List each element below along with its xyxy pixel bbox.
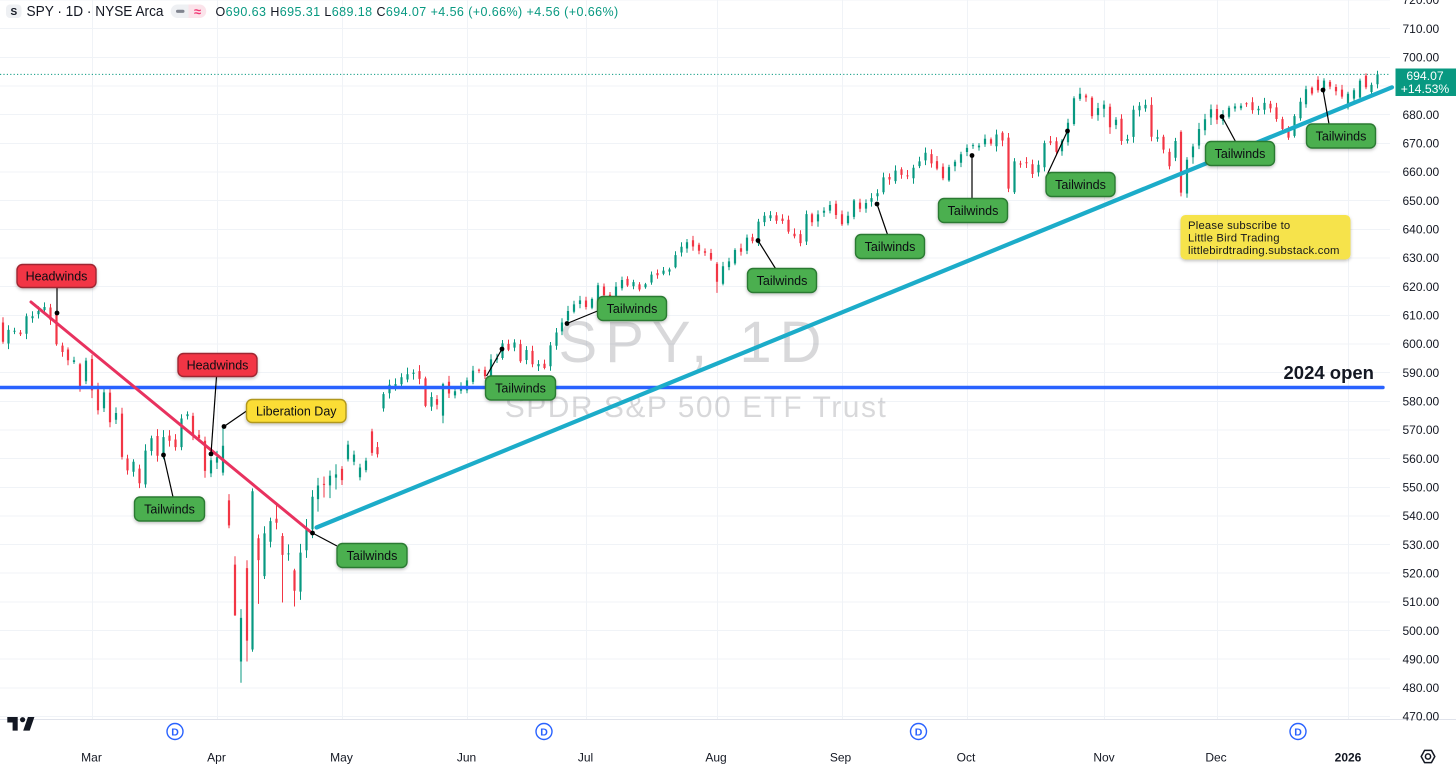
svg-text:Tailwinds: Tailwinds xyxy=(865,240,916,254)
svg-text:littlebirdtrading.substack.com: littlebirdtrading.substack.com xyxy=(1188,245,1340,257)
svg-text:O690.63 H695.31 L689.18 C694.0: O690.63 H695.31 L689.18 C694.07 +4.56 (+… xyxy=(216,5,619,19)
svg-text:Tailwinds: Tailwinds xyxy=(1055,178,1106,192)
svg-text:Liberation Day: Liberation Day xyxy=(256,405,337,419)
svg-text:710.00: 710.00 xyxy=(1403,22,1440,36)
svg-text:D: D xyxy=(915,727,923,739)
svg-text:Tailwinds: Tailwinds xyxy=(948,204,999,218)
svg-text:Aug: Aug xyxy=(705,751,726,765)
svg-text:630.00: 630.00 xyxy=(1403,251,1440,265)
svg-text:Mar: Mar xyxy=(81,751,102,765)
svg-text:May: May xyxy=(330,751,353,765)
svg-text:Tailwinds: Tailwinds xyxy=(1215,147,1266,161)
svg-text:Oct: Oct xyxy=(957,751,976,765)
svg-text:480.00: 480.00 xyxy=(1403,681,1440,695)
svg-text:Jul: Jul xyxy=(578,751,593,765)
svg-text:490.00: 490.00 xyxy=(1403,652,1440,666)
svg-text:S: S xyxy=(10,7,17,18)
svg-text:Little Bird Trading: Little Bird Trading xyxy=(1188,233,1280,245)
svg-text:570.00: 570.00 xyxy=(1403,423,1440,437)
svg-text:+14.53%: +14.53% xyxy=(1401,82,1450,96)
svg-text:2026: 2026 xyxy=(1335,751,1362,765)
svg-text:680.00: 680.00 xyxy=(1403,108,1440,122)
svg-text:Tailwinds: Tailwinds xyxy=(495,382,546,396)
svg-text:500.00: 500.00 xyxy=(1403,624,1440,638)
svg-text:Please subscribe to: Please subscribe to xyxy=(1188,220,1290,232)
svg-text:670.00: 670.00 xyxy=(1403,137,1440,151)
svg-text:600.00: 600.00 xyxy=(1403,337,1440,351)
svg-text:Tailwinds: Tailwinds xyxy=(144,503,195,517)
svg-text:660.00: 660.00 xyxy=(1403,165,1440,179)
svg-text:640.00: 640.00 xyxy=(1403,223,1440,237)
svg-text:Sep: Sep xyxy=(830,751,852,765)
svg-text:Dec: Dec xyxy=(1205,751,1226,765)
svg-text:Apr: Apr xyxy=(207,751,226,765)
svg-text:SPDR S&P 500 ETF Trust: SPDR S&P 500 ETF Trust xyxy=(505,391,888,424)
svg-text:550.00: 550.00 xyxy=(1403,481,1440,495)
svg-text:2024 open: 2024 open xyxy=(1284,362,1375,383)
svg-text:Tailwinds: Tailwinds xyxy=(757,274,808,288)
svg-text:SPY · 1D · NYSE Arca: SPY · 1D · NYSE Arca xyxy=(27,4,165,20)
svg-text:D: D xyxy=(171,727,179,739)
svg-text:700.00: 700.00 xyxy=(1403,51,1440,65)
svg-text:620.00: 620.00 xyxy=(1403,280,1440,294)
svg-text:Nov: Nov xyxy=(1093,751,1114,765)
svg-text:470.00: 470.00 xyxy=(1403,710,1440,724)
svg-text:510.00: 510.00 xyxy=(1403,595,1440,609)
svg-text:D: D xyxy=(1294,727,1302,739)
svg-text:Tailwinds: Tailwinds xyxy=(347,549,398,563)
svg-text:Tailwinds: Tailwinds xyxy=(607,302,658,316)
svg-text:520.00: 520.00 xyxy=(1403,566,1440,580)
svg-text:Jun: Jun xyxy=(457,751,476,765)
svg-text:Headwinds: Headwinds xyxy=(26,270,88,284)
svg-text:530.00: 530.00 xyxy=(1403,538,1440,552)
svg-text:590.00: 590.00 xyxy=(1403,366,1440,380)
svg-text:720.00: 720.00 xyxy=(1403,0,1440,7)
svg-text:650.00: 650.00 xyxy=(1403,194,1440,208)
svg-text:Tailwinds: Tailwinds xyxy=(1316,130,1367,144)
svg-text:560.00: 560.00 xyxy=(1403,452,1440,466)
svg-text:Headwinds: Headwinds xyxy=(187,359,249,373)
svg-text:540.00: 540.00 xyxy=(1403,509,1440,523)
svg-text:D: D xyxy=(540,727,548,739)
svg-text:610.00: 610.00 xyxy=(1403,309,1440,323)
svg-text:580.00: 580.00 xyxy=(1403,395,1440,409)
svg-text:≈: ≈ xyxy=(194,4,201,19)
